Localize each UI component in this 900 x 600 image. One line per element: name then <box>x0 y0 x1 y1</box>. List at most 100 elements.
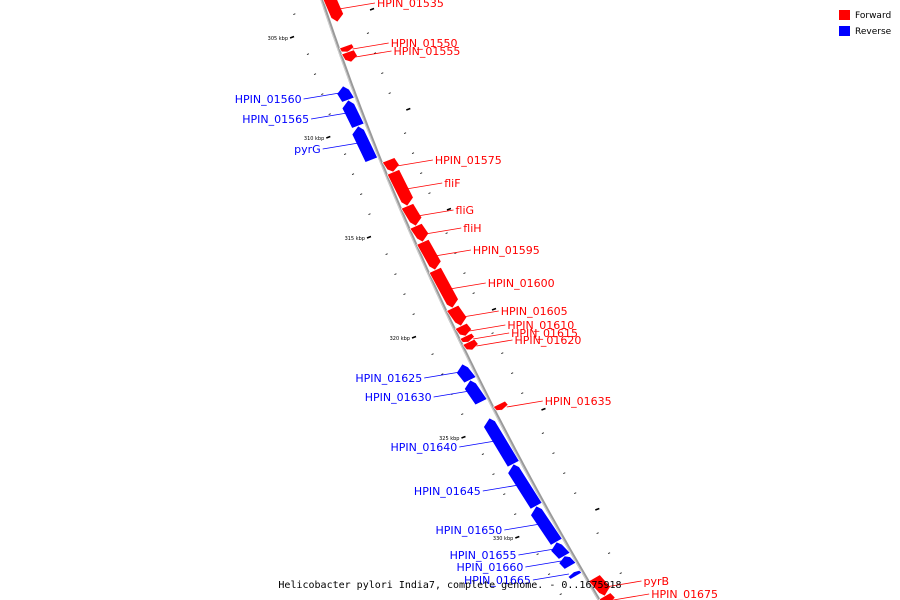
scale-tick <box>328 113 331 115</box>
gene-label: HPIN_01550 <box>391 37 458 50</box>
gene-leader-line <box>476 339 513 347</box>
scale-tick <box>515 535 520 539</box>
scale-tick <box>428 192 431 194</box>
gene-HPIN_01600[interactable] <box>428 266 459 309</box>
gene-label: HPIN_01595 <box>473 244 540 257</box>
gene-pyrG[interactable] <box>351 125 378 163</box>
gene-leader-line <box>482 484 519 492</box>
gene-HPIN_01565[interactable] <box>341 99 365 129</box>
gene-HPIN_01630[interactable] <box>464 379 488 406</box>
gene-HPIN_01660[interactable] <box>558 555 577 570</box>
legend: Forward Reverse <box>839 10 892 37</box>
genes <box>322 0 616 600</box>
gene-label: HPIN_01620 <box>515 334 582 347</box>
scale-tick <box>313 73 317 75</box>
scale-tick <box>491 307 497 311</box>
scale-tick <box>619 572 622 574</box>
gene-pyrB[interactable] <box>588 574 611 597</box>
scale-tick <box>503 493 506 495</box>
gene-leader-line <box>406 182 443 190</box>
scale-tick <box>563 472 566 474</box>
scale-tick <box>491 332 494 334</box>
legend-forward-swatch <box>839 10 850 20</box>
gene-leader-line <box>425 227 462 235</box>
gene-label: HPIN_01660 <box>456 561 523 574</box>
gene-label: HPIN_01605 <box>501 305 568 318</box>
gene-label: HPIN_01665 <box>464 574 531 587</box>
gene-leader-line <box>338 2 376 10</box>
gene-leader-line <box>396 159 433 167</box>
gene-leader-line <box>518 548 555 556</box>
gene-fliH[interactable] <box>409 223 430 243</box>
scale-tick <box>596 532 599 534</box>
gene-label: fliH <box>463 222 481 235</box>
gene-leader-line <box>459 440 496 448</box>
gene-HPIN_01550[interactable] <box>339 43 355 53</box>
gene-leader-line <box>532 573 569 581</box>
gene-HPIN_01615[interactable] <box>459 332 475 343</box>
gene-leader-line <box>322 142 359 150</box>
scale-tick <box>411 335 417 339</box>
scale-tick <box>461 435 466 439</box>
scale-tick <box>541 407 546 411</box>
scale-tick <box>595 507 600 511</box>
scale-tick <box>461 413 464 415</box>
gene-label: HPIN_01615 <box>511 327 578 340</box>
gene-label: HPIN_01560 <box>235 93 302 106</box>
gene-label: HPIN_01535 <box>377 0 444 10</box>
gene-leader-line <box>449 282 486 290</box>
gene-HPIN_01605[interactable] <box>446 304 468 327</box>
scale-tick <box>388 92 391 94</box>
gene-leader-line <box>424 371 461 379</box>
scale-tick <box>369 7 375 11</box>
gene-label: HPIN_01555 <box>394 45 461 58</box>
gene-HPIN_01665[interactable] <box>567 569 583 580</box>
gene-label: pyrB <box>644 575 670 588</box>
scale-tick-label: 310 kbp <box>304 136 324 142</box>
gene-label: HPIN_01645 <box>414 485 481 498</box>
scale-tick <box>411 152 415 154</box>
gene-fliF[interactable] <box>386 169 414 207</box>
gene-label: HPIN_01610 <box>507 319 574 332</box>
scale-tick-label: 330 kbp <box>493 536 513 542</box>
gene-label: HPIN_01655 <box>450 549 517 562</box>
scale-tick <box>366 235 372 239</box>
gene-HPIN_01595[interactable] <box>416 239 442 271</box>
gene-HPIN_01575[interactable] <box>381 157 400 173</box>
backbone-highlight <box>320 0 599 600</box>
gene-HPIN_01675[interactable] <box>598 592 616 600</box>
scale-tick <box>385 253 388 255</box>
gene-HPIN_01555[interactable] <box>341 49 358 63</box>
gene-leader-line <box>352 42 389 50</box>
scale-tick <box>420 172 423 174</box>
scale-tick <box>445 232 448 234</box>
gene-leader-line <box>434 249 471 257</box>
legend-reverse-swatch <box>839 26 850 36</box>
gene-leader-line <box>311 112 348 120</box>
gene-HPIN_01635[interactable] <box>492 400 509 411</box>
scale-tick <box>381 72 384 74</box>
scale-tick-label: 325 kbp <box>439 436 459 442</box>
scale-tick <box>373 52 377 54</box>
gene-label: HPIN_01675 <box>651 588 718 600</box>
scale-tick <box>326 135 331 139</box>
gene-leader-line <box>506 400 543 408</box>
gene-leader-line <box>433 390 470 398</box>
scale-tick <box>541 432 545 434</box>
gene-label: pyrG <box>294 143 321 156</box>
scale-tick <box>366 32 370 34</box>
gene-HPIN_01620[interactable] <box>462 338 479 351</box>
gene-HPIN_01610[interactable] <box>454 322 472 337</box>
scale-tick <box>403 132 407 134</box>
gene-leader-line <box>417 209 454 217</box>
scale-tick <box>463 272 466 274</box>
scale-tick <box>511 372 514 374</box>
gene-HPIN_01535[interactable] <box>322 0 344 23</box>
gene-leader-line <box>303 92 340 100</box>
gene-label: HPIN_01635 <box>545 395 612 408</box>
scale-tick <box>394 273 397 275</box>
scale-tick <box>521 392 524 394</box>
gene-label: fliF <box>444 177 460 190</box>
